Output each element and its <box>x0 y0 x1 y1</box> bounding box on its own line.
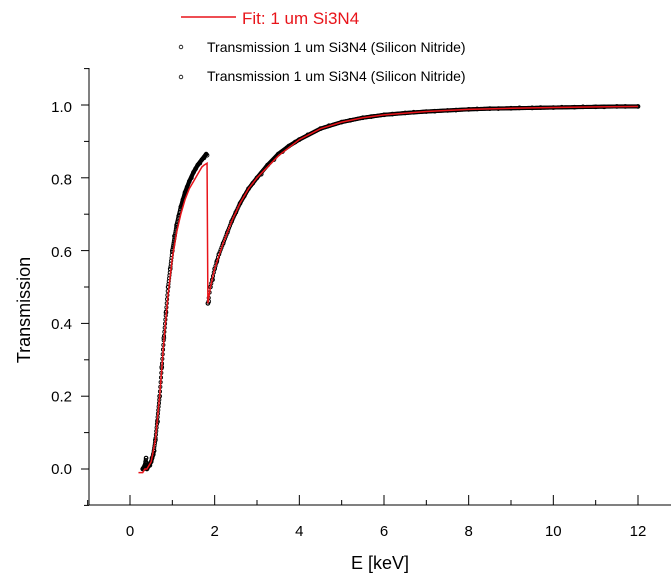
x-tick-label: 6 <box>380 523 388 540</box>
x-tick-label: 0 <box>126 523 134 540</box>
data-point-series-1 <box>254 175 260 181</box>
data-point-series-2 <box>271 157 277 162</box>
y-tick-label: 0.0 <box>51 461 72 478</box>
data-point-series-1 <box>296 137 302 142</box>
y-tick-label: 0.8 <box>51 171 72 188</box>
legend-label-data-2: Transmission 1 um Si3N4 (Silicon Nitride… <box>207 68 466 84</box>
y-axis-title: Transmission <box>14 257 34 363</box>
plot-area <box>138 104 641 474</box>
data-point-series-2 <box>193 166 198 172</box>
data-point-series-2 <box>197 160 203 166</box>
data-point-series-1 <box>186 179 192 184</box>
data-point-series-2 <box>241 193 247 199</box>
data-point-series-1 <box>182 190 188 195</box>
y-tick-label: 0.2 <box>51 389 72 406</box>
x-axis-title: E [keV] <box>351 553 409 573</box>
legend-fit-label: Fit: 1 um Si3N4 <box>242 9 359 28</box>
legend-marker-data-1 <box>178 44 184 50</box>
data-point-series-2 <box>233 210 239 215</box>
data-point-series-2 <box>201 155 207 161</box>
data-point-series-2 <box>184 184 190 190</box>
y-tick-label: 1.0 <box>51 99 72 116</box>
data-point-series-2 <box>250 180 256 186</box>
data-point-series-1 <box>246 186 251 192</box>
x-tick-label: 2 <box>211 523 219 540</box>
x-tick-label: 4 <box>295 523 303 540</box>
data-point-series-2 <box>258 171 264 177</box>
data-point-series-1 <box>237 200 243 206</box>
data-point-series-1 <box>191 169 196 175</box>
legend: Fit: 1 um Si3N4 Transmission 1 um Si3N4 … <box>178 9 466 84</box>
y-tick-label: 0.4 <box>51 316 72 333</box>
x-tick-label: 10 <box>545 523 562 540</box>
data-point-series-2 <box>143 459 149 465</box>
data-point-series-2 <box>189 175 194 181</box>
x-tick-labels: 0 2 4 6 8 10 12 <box>126 523 647 540</box>
x-tick-label: 8 <box>465 523 473 540</box>
y-tick-labels: 0.0 0.2 0.4 0.6 0.8 1.0 <box>51 99 72 478</box>
x-tick-label: 12 <box>630 523 647 540</box>
legend-label-data-1: Transmission 1 um Si3N4 (Silicon Nitride… <box>207 39 466 55</box>
legend-marker-data-2 <box>178 74 184 80</box>
data-point-trail <box>140 104 641 472</box>
data-point-series-1 <box>203 151 209 157</box>
tick-marks <box>81 68 639 506</box>
y-tick-label: 0.6 <box>51 244 72 261</box>
data-point-series-2 <box>204 152 210 158</box>
fit-line <box>138 105 639 474</box>
